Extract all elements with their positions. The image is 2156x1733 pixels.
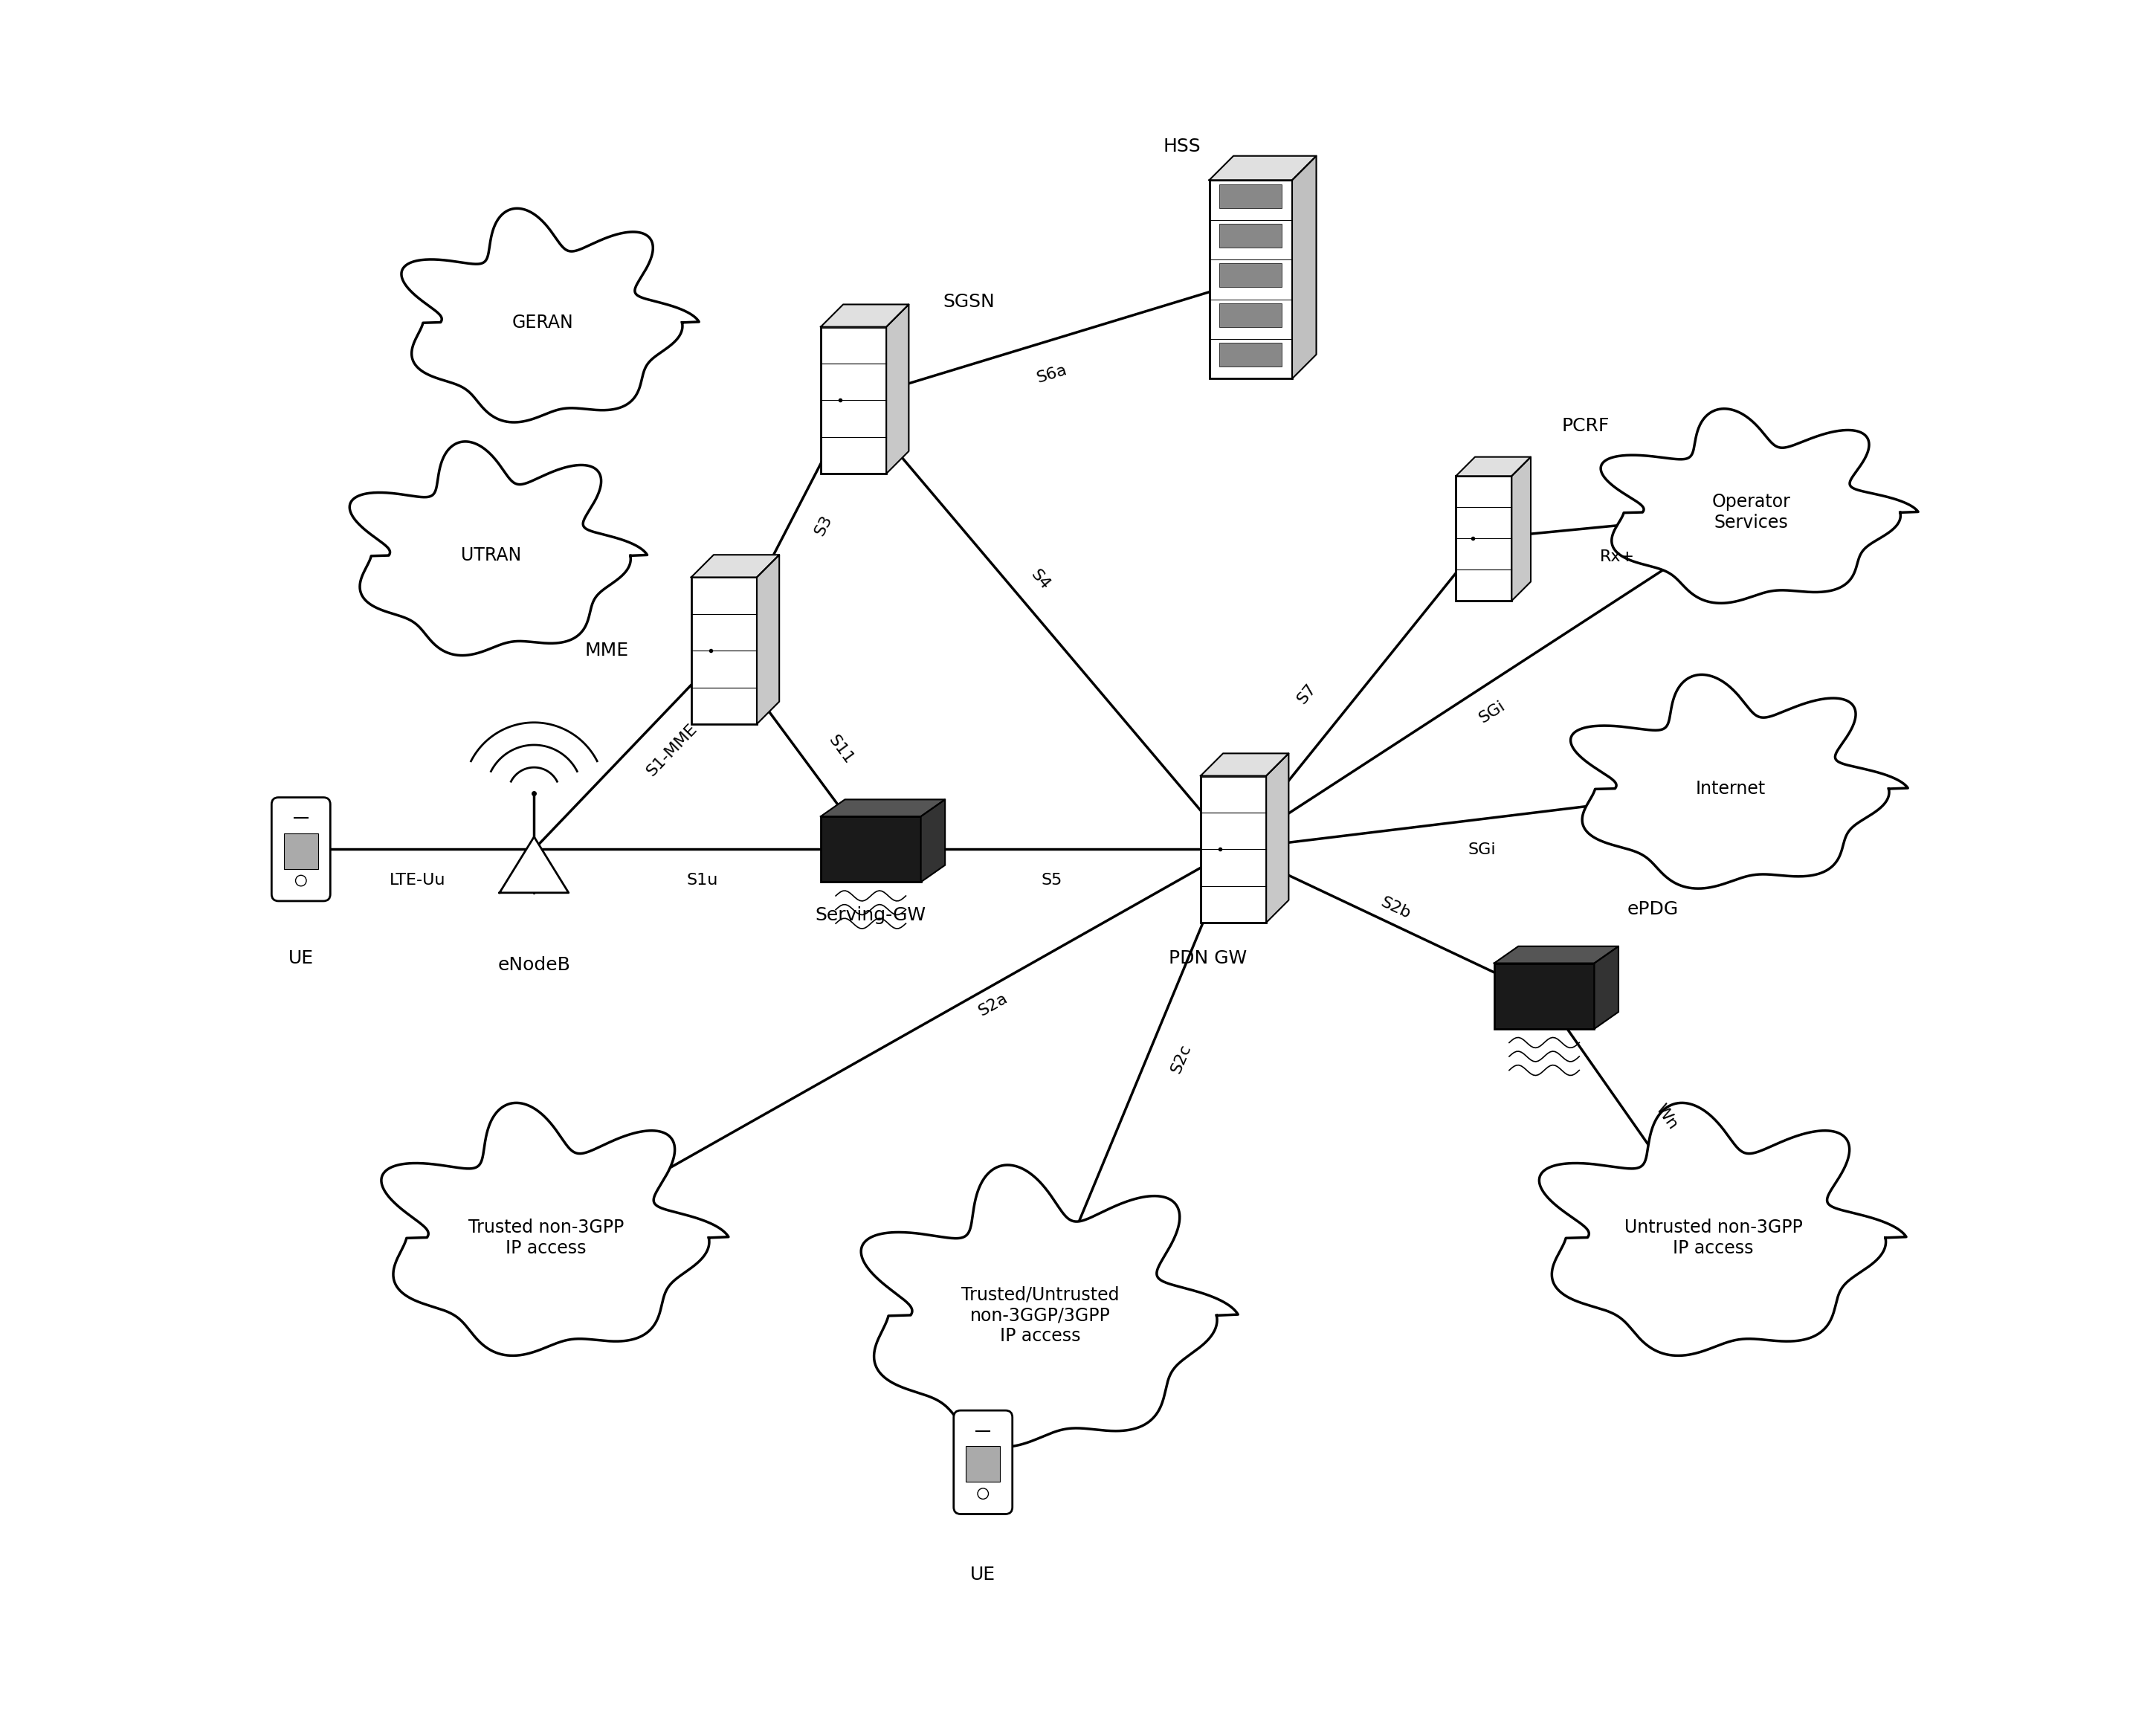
- Text: Serving-GW: Serving-GW: [815, 906, 927, 924]
- Text: Internet: Internet: [1695, 780, 1766, 797]
- Text: Wn: Wn: [1654, 1102, 1682, 1132]
- Polygon shape: [1291, 156, 1317, 380]
- Polygon shape: [1593, 946, 1619, 1029]
- Polygon shape: [1201, 754, 1289, 776]
- Circle shape: [295, 875, 306, 886]
- Text: eNodeB: eNodeB: [498, 957, 571, 974]
- Circle shape: [977, 1489, 987, 1499]
- FancyBboxPatch shape: [1220, 224, 1283, 248]
- FancyBboxPatch shape: [821, 328, 886, 473]
- Text: S11: S11: [826, 733, 856, 768]
- FancyBboxPatch shape: [821, 816, 921, 882]
- Polygon shape: [1266, 754, 1289, 922]
- FancyBboxPatch shape: [966, 1445, 1000, 1482]
- Text: Trusted non-3GPP
IP access: Trusted non-3GPP IP access: [468, 1218, 623, 1256]
- Polygon shape: [1570, 674, 1908, 889]
- FancyBboxPatch shape: [1455, 477, 1511, 601]
- FancyBboxPatch shape: [953, 1411, 1013, 1515]
- Polygon shape: [1600, 409, 1919, 603]
- Polygon shape: [692, 555, 778, 577]
- Polygon shape: [349, 442, 647, 655]
- Text: S4: S4: [1028, 567, 1052, 593]
- Text: S7: S7: [1294, 681, 1319, 707]
- Polygon shape: [886, 305, 910, 473]
- Text: S5: S5: [1041, 873, 1063, 887]
- Text: Trusted/Untrusted
non-3GGP/3GPP
IP access: Trusted/Untrusted non-3GGP/3GPP IP acces…: [962, 1286, 1119, 1345]
- FancyBboxPatch shape: [1220, 263, 1283, 288]
- Text: LTE-Uu: LTE-Uu: [390, 873, 446, 887]
- Text: PDN GW: PDN GW: [1169, 950, 1246, 967]
- Text: ePDG: ePDG: [1628, 901, 1680, 918]
- Polygon shape: [860, 1165, 1238, 1447]
- Polygon shape: [1210, 156, 1317, 180]
- Polygon shape: [401, 208, 699, 423]
- Polygon shape: [1455, 458, 1531, 477]
- Polygon shape: [500, 837, 569, 892]
- FancyBboxPatch shape: [692, 577, 757, 724]
- Text: S3: S3: [813, 513, 834, 539]
- Text: S6a: S6a: [1035, 362, 1069, 386]
- Text: Untrusted non-3GPP
IP access: Untrusted non-3GPP IP access: [1623, 1218, 1802, 1256]
- Polygon shape: [1511, 458, 1531, 601]
- FancyBboxPatch shape: [1220, 184, 1283, 208]
- Text: SGi: SGi: [1477, 698, 1509, 726]
- Text: UE: UE: [289, 950, 313, 967]
- Polygon shape: [921, 799, 944, 882]
- Text: S2c: S2c: [1169, 1042, 1194, 1076]
- Text: S1-MME: S1-MME: [645, 721, 701, 778]
- Text: HSS: HSS: [1162, 137, 1201, 154]
- Text: S2b: S2b: [1378, 894, 1412, 922]
- Polygon shape: [821, 799, 944, 816]
- FancyBboxPatch shape: [1220, 343, 1283, 367]
- FancyBboxPatch shape: [1220, 303, 1283, 328]
- Polygon shape: [821, 305, 910, 328]
- FancyBboxPatch shape: [1201, 776, 1266, 922]
- FancyBboxPatch shape: [1494, 964, 1593, 1029]
- Text: SGi: SGi: [1468, 842, 1496, 858]
- Text: MME: MME: [584, 641, 630, 660]
- Text: Operator
Services: Operator Services: [1712, 494, 1792, 532]
- Text: UE: UE: [970, 1567, 996, 1584]
- FancyBboxPatch shape: [272, 797, 330, 901]
- Text: S1u: S1u: [686, 873, 718, 887]
- FancyBboxPatch shape: [1210, 180, 1291, 380]
- Text: Rx+: Rx+: [1600, 549, 1634, 563]
- Polygon shape: [1494, 946, 1619, 964]
- Polygon shape: [382, 1102, 729, 1355]
- Text: SGSN: SGSN: [944, 293, 996, 310]
- Text: UTRAN: UTRAN: [461, 546, 522, 565]
- Polygon shape: [757, 555, 778, 724]
- Text: GERAN: GERAN: [511, 314, 573, 331]
- FancyBboxPatch shape: [285, 834, 317, 868]
- Text: PCRF: PCRF: [1561, 418, 1608, 435]
- Polygon shape: [1539, 1102, 1906, 1355]
- Text: S2a: S2a: [977, 991, 1011, 1019]
